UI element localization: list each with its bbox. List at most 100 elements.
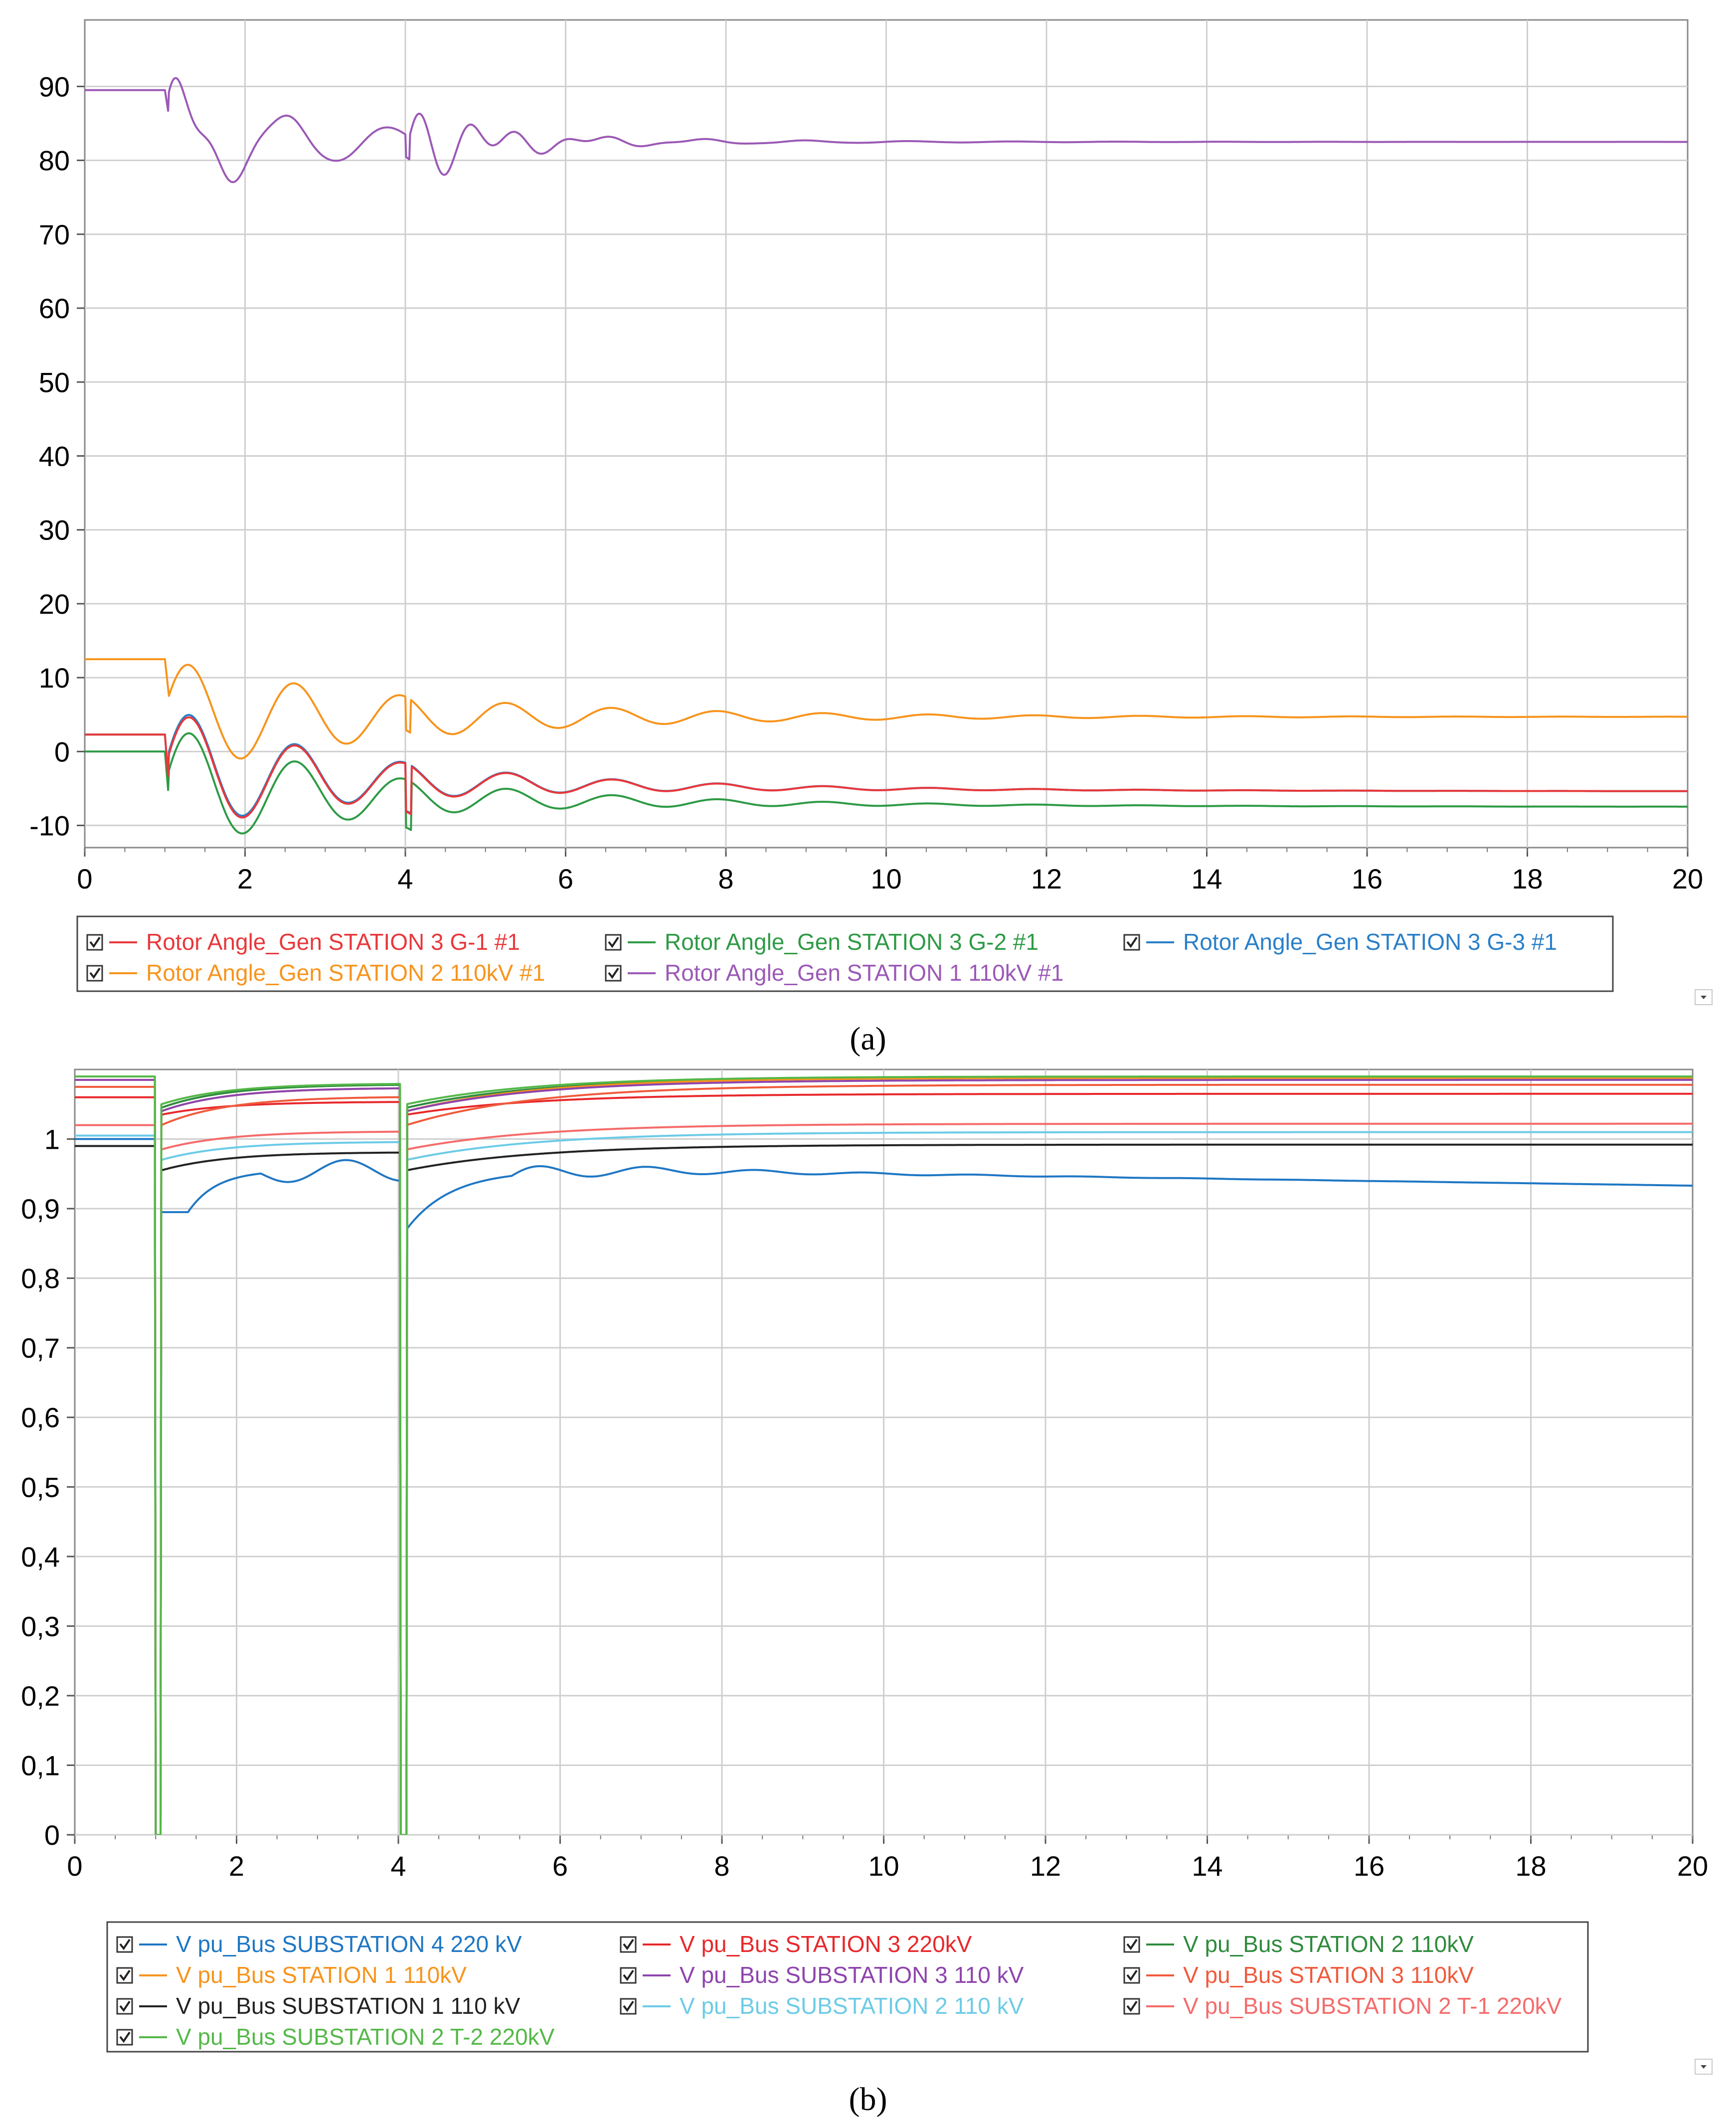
legend-checkbox[interactable]	[620, 1936, 637, 1953]
legend-checkbox[interactable]	[1123, 934, 1140, 951]
x-tick-label: 4	[397, 863, 413, 894]
legend-checkbox[interactable]	[620, 1998, 637, 2015]
checkbox-frame	[86, 934, 103, 951]
legend-checkbox[interactable]	[605, 934, 622, 951]
chevron-down-icon	[1701, 996, 1707, 999]
checkbox-frame	[605, 965, 622, 982]
checkbox-frame	[1123, 1998, 1140, 2015]
series-line-bus-9	[75, 1075, 1693, 1835]
figure-caption: (b)	[849, 2081, 887, 2118]
series-line-bus-8	[75, 1122, 1693, 1835]
checkbox-frame	[1123, 1967, 1140, 1984]
x-tick-label: 16	[1354, 1850, 1385, 1882]
y-tick-label: 0,6	[21, 1402, 60, 1433]
series-line-bus-0	[75, 1138, 1693, 1835]
y-tick-label: 0	[44, 1819, 60, 1851]
y-tick-label: 40	[39, 440, 70, 472]
x-tick-label: 14	[1191, 863, 1222, 894]
series-line-bus-4	[75, 1078, 1693, 1835]
series-line-g1	[85, 716, 1688, 819]
legend-checkbox[interactable]	[605, 965, 622, 982]
y-tick-label: 0,4	[21, 1541, 60, 1573]
x-tick-label: 20	[1672, 863, 1703, 894]
y-tick-label: 50	[39, 366, 70, 398]
x-tick-label: 8	[714, 1850, 729, 1882]
y-tick-label: 90	[39, 71, 70, 102]
legend-checkbox[interactable]	[620, 1967, 637, 1984]
legend-checkbox[interactable]	[1123, 1967, 1140, 1984]
y-tick-label: 30	[39, 515, 70, 546]
checkbox-frame	[620, 1998, 637, 2015]
checkmark-icon	[623, 1939, 634, 1950]
y-tick-label: 0,1	[21, 1750, 60, 1781]
checkmark-icon	[1126, 1969, 1138, 1981]
x-tick-label: 2	[237, 863, 253, 894]
checkbox-frame	[620, 1967, 637, 1984]
legend-label: Rotor Angle_Gen STATION 3 G-3 #1	[1183, 929, 1557, 955]
legend-label: V pu_Bus SUBSTATION 2 T-2 220kV	[176, 2024, 555, 2050]
x-tick-label: 18	[1515, 1850, 1546, 1882]
x-tick-label: 2	[229, 1850, 244, 1882]
y-tick-label: 20	[39, 588, 70, 620]
legend-label: V pu_Bus SUBSTATION 4 220 kV	[176, 1931, 522, 1957]
legend-label: V pu_Bus SUBSTATION 1 110 kV	[176, 1993, 521, 2019]
series-line-bus-1	[75, 1092, 1693, 1835]
legend-label: V pu_Bus SUBSTATION 2 T-1 220kV	[1183, 1993, 1562, 2019]
checkmark-icon	[608, 936, 619, 948]
legend-checkbox[interactable]	[116, 1967, 133, 1984]
figure-caption: (a)	[850, 1021, 886, 1057]
y-tick-label: 0,2	[21, 1680, 60, 1712]
legend-checkbox[interactable]	[116, 1936, 133, 1953]
y-tick-label: 1	[44, 1124, 60, 1155]
checkmark-icon	[623, 1969, 634, 1981]
checkmark-icon	[119, 2000, 131, 2012]
checkbox-frame	[605, 934, 622, 951]
legend-checkbox[interactable]	[116, 2029, 133, 2046]
x-tick-label: 0	[77, 863, 92, 894]
checkbox-frame	[1123, 1936, 1140, 1953]
x-tick-label: 0	[67, 1850, 82, 1882]
x-tick-label: 12	[1031, 863, 1062, 894]
legend-label: Rotor Angle_Gen STATION 1 110kV #1	[665, 960, 1063, 986]
legend-checkbox[interactable]	[1123, 1936, 1140, 1953]
legend-checkbox[interactable]	[116, 1998, 133, 2015]
y-tick-label: 0	[54, 736, 70, 767]
legend-checkbox[interactable]	[86, 965, 103, 982]
checkbox-frame	[116, 1998, 133, 2015]
y-tick-label: 0,5	[21, 1471, 60, 1503]
checkmark-icon	[119, 2031, 131, 2043]
checkbox-frame	[620, 1936, 637, 1953]
legend-checkbox[interactable]	[1123, 1998, 1140, 2015]
y-tick-label: 10	[39, 662, 70, 694]
x-tick-label: 16	[1352, 863, 1383, 894]
y-tick-label: 0,7	[21, 1332, 60, 1364]
chart-b: 0 2 4 6 8 10 12 14 16 18 20 0 0,1 0,2 0,3 0,4 0,5 0,6 0,7 0…	[21, 1068, 1713, 2118]
legend-box	[106, 1921, 1589, 2053]
x-tick-label: 4	[390, 1850, 406, 1882]
y-tick-label: 70	[39, 219, 70, 250]
checkmark-icon	[89, 967, 101, 979]
checkmark-icon	[119, 1969, 131, 1981]
x-tick-label: 12	[1030, 1850, 1061, 1882]
x-tick-label: 14	[1192, 1850, 1222, 1882]
series-line-g2	[85, 732, 1688, 835]
legend-box	[76, 915, 1614, 992]
checkbox-frame	[1123, 934, 1140, 951]
checkmark-icon	[1126, 936, 1138, 948]
series-line-bus-7	[75, 1131, 1693, 1835]
x-tick-label: 6	[558, 863, 573, 894]
legend-checkbox[interactable]	[86, 934, 103, 951]
legend-label: V pu_Bus STATION 3 220kV	[680, 1931, 972, 1957]
scroll-down-icon[interactable]	[1695, 2059, 1713, 2075]
scroll-down-icon[interactable]	[1695, 989, 1713, 1005]
checkbox-frame	[86, 965, 103, 982]
checkbox-frame	[116, 1936, 133, 1953]
series-line-bus-5	[75, 1083, 1693, 1835]
legend-label: V pu_Bus SUBSTATION 3 110 kV	[680, 1962, 1024, 1988]
x-tick-label: 18	[1512, 863, 1543, 894]
checkmark-icon	[1126, 2000, 1138, 2012]
checkbox-frame	[116, 2029, 133, 2046]
checkmark-icon	[89, 936, 101, 948]
y-tick-label: 0,8	[21, 1263, 60, 1294]
